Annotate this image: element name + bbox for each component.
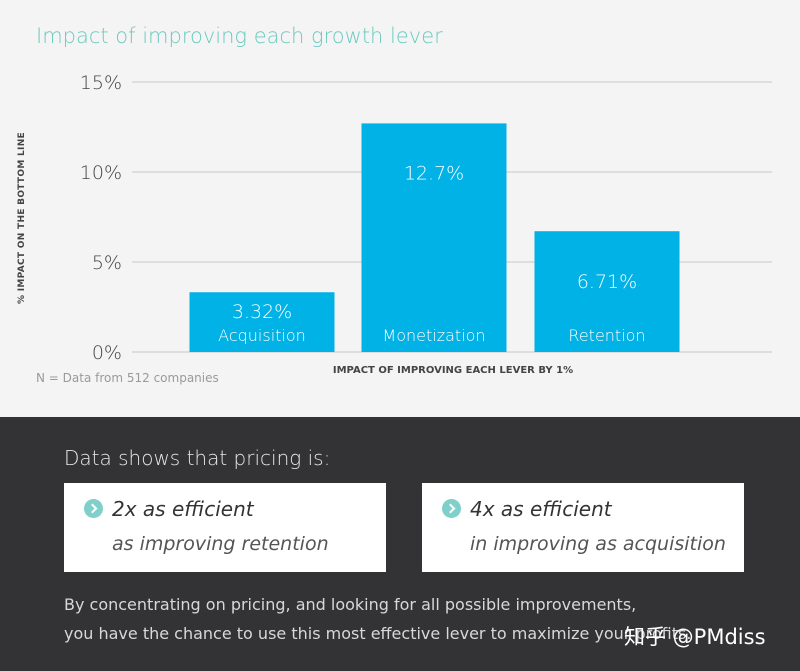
bar — [361, 123, 507, 353]
card-line1: 4x as efficient — [470, 497, 612, 521]
efficiency-card-acquisition: 4x as efficient in improving as acquisit… — [422, 483, 744, 572]
summary-paragraph: By concentrating on pricing, and looking… — [64, 590, 691, 648]
y-tick-label: 0% — [92, 342, 122, 364]
chart-section: Impact of improving each growth lever 0%… — [17, 24, 772, 385]
bar — [189, 292, 335, 352]
sample-note: N = Data from 512 companies — [36, 371, 219, 385]
y-tick-label: 15% — [80, 72, 122, 94]
bar — [534, 231, 680, 352]
efficiency-card-retention: 2x as efficient as improving retention — [64, 483, 386, 572]
summary-headline: Data shows that pricing is: — [64, 446, 331, 470]
data-label: 3.32% — [232, 301, 292, 323]
y-axis-label: % IMPACT ON THE BOTTOM LINE — [17, 132, 27, 304]
chevron-right-icon — [84, 499, 103, 518]
card-line1: 2x as efficient — [112, 497, 254, 521]
card-line2: in improving as acquisition — [470, 533, 726, 555]
paragraph-line2: you have the chance to use this most eff… — [64, 624, 692, 643]
bar-chart: 0% 5% 10% 15% 3.32% Acquisition 12.7% Monetizat… — [80, 72, 772, 364]
category-label: Acquisition — [218, 326, 306, 345]
data-label: 6.71% — [577, 271, 637, 293]
category-label: Monetization — [382, 326, 485, 345]
chevron-right-icon — [442, 499, 461, 518]
summary-section: Data shows that pricing is: 2x as effici… — [0, 417, 800, 671]
paragraph-line1: By concentrating on pricing, and looking… — [64, 595, 637, 614]
data-label: 12.7% — [404, 162, 464, 184]
x-axis-label: IMPACT OF IMPROVING EACH LEVER BY 1% — [332, 365, 574, 376]
category-label: Retention — [568, 326, 645, 345]
chart-title: Impact of improving each growth lever — [36, 24, 443, 48]
y-tick-label: 10% — [80, 162, 122, 184]
y-tick-label: 5% — [92, 252, 122, 274]
watermark: 知乎 @PMdiss — [624, 625, 766, 649]
card-line2: as improving retention — [112, 533, 329, 555]
